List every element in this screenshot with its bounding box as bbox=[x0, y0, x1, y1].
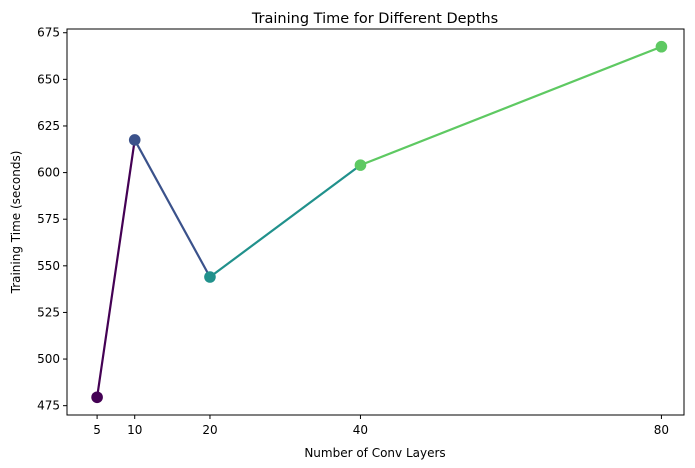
x-tick-label: 5 bbox=[93, 423, 101, 437]
y-tick-label: 500 bbox=[37, 352, 60, 366]
x-tick-label: 20 bbox=[202, 423, 217, 437]
data-point bbox=[204, 271, 216, 283]
series-points bbox=[91, 40, 668, 404]
x-axis: 5 10 20 40 80 bbox=[93, 415, 669, 437]
x-tick-label: 10 bbox=[127, 423, 142, 437]
plot-area-frame bbox=[66, 28, 685, 416]
data-point bbox=[128, 134, 141, 146]
data-point bbox=[655, 40, 668, 53]
y-tick-label: 525 bbox=[37, 305, 60, 319]
y-axis-label: Training Time (seconds) bbox=[9, 151, 23, 295]
line-segment bbox=[359, 45, 663, 167]
y-tick-label: 600 bbox=[37, 166, 60, 180]
data-point bbox=[354, 159, 367, 171]
y-tick-label: 675 bbox=[37, 26, 60, 40]
line-segment bbox=[95, 138, 136, 399]
data-point bbox=[91, 391, 103, 404]
x-tick-label: 40 bbox=[353, 423, 368, 437]
x-tick-label: 80 bbox=[654, 423, 669, 437]
line-segment bbox=[133, 138, 212, 279]
y-tick-label: 475 bbox=[37, 399, 60, 413]
y-axis: 475 500 525 550 575 600 625 650 675 bbox=[37, 26, 67, 413]
y-tick-label: 550 bbox=[37, 259, 60, 273]
y-tick-label: 625 bbox=[37, 119, 60, 133]
y-tick-label: 575 bbox=[37, 212, 60, 226]
line-segment bbox=[208, 164, 362, 279]
chart-title: Training Time for Different Depths bbox=[251, 11, 498, 27]
x-axis-label: Number of Conv Layers bbox=[304, 446, 445, 460]
y-tick-label: 650 bbox=[37, 72, 60, 86]
series-lines bbox=[95, 45, 663, 399]
